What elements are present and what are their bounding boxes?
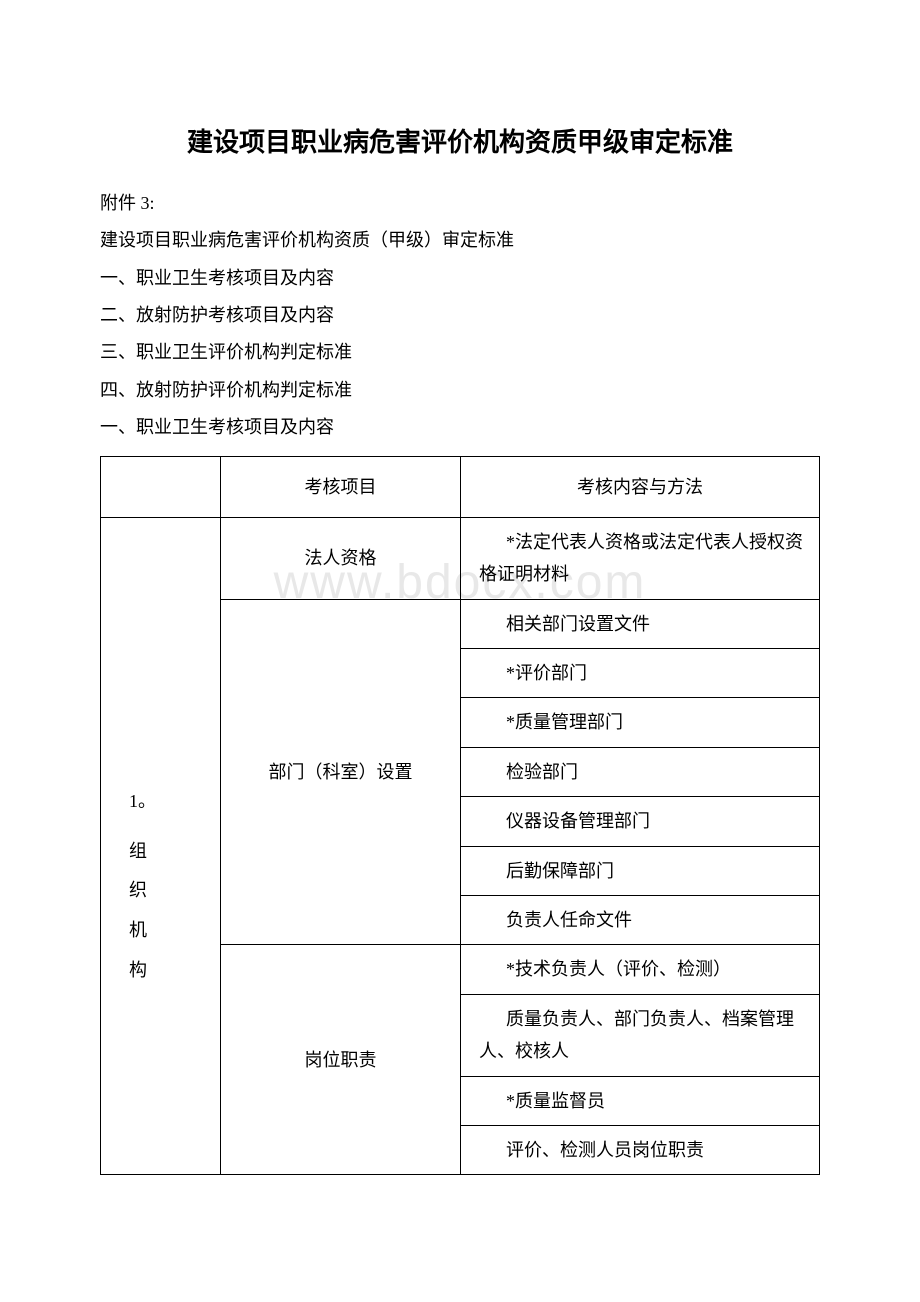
section-char-3: 机 — [129, 911, 208, 951]
item-position-duties: 岗位职责 — [221, 945, 461, 1175]
content-duty-2: 质量负责人、部门负责人、档案管理人、校核人 — [461, 994, 820, 1076]
content-dept-5: 仪器设备管理部门 — [461, 797, 820, 846]
header-col1 — [101, 456, 221, 517]
content-dept-6: 后勤保障部门 — [461, 846, 820, 895]
attachment-label: 附件 3: — [100, 187, 820, 219]
assessment-table: 考核项目 考核内容与方法 1。 组 织 机 构 法人资格 *法定代表人资格或法定… — [100, 456, 820, 1176]
document-title: 建设项目职业病危害评价机构资质甲级审定标准 — [100, 120, 820, 167]
table-row: 1。 组 织 机 构 法人资格 *法定代表人资格或法定代表人授权资格证明材料 — [101, 517, 820, 599]
item-department-setup: 部门（科室）设置 — [221, 599, 461, 945]
toc-item-3: 三、职业卫生评价机构判定标准 — [100, 336, 820, 368]
section-heading-1: 一、职业卫生考核项目及内容 — [100, 411, 820, 443]
header-col3: 考核内容与方法 — [461, 456, 820, 517]
content-duty-1: *技术负责人（评价、检测） — [461, 945, 820, 994]
section-char-2: 织 — [129, 871, 208, 911]
content-dept-4: 检验部门 — [461, 747, 820, 796]
table-header-row: 考核项目 考核内容与方法 — [101, 456, 820, 517]
section-char-4: 构 — [129, 951, 208, 991]
content-dept-7: 负责人任命文件 — [461, 896, 820, 945]
item-legal-qualification: 法人资格 — [221, 517, 461, 599]
toc-item-1: 一、职业卫生考核项目及内容 — [100, 262, 820, 294]
subtitle: 建设项目职业病危害评价机构资质（甲级）审定标准 — [100, 224, 820, 256]
section-label-cell: 1。 组 织 机 构 — [101, 517, 221, 1174]
content-dept-2: *评价部门 — [461, 649, 820, 698]
toc-item-4: 四、放射防护评价机构判定标准 — [100, 374, 820, 406]
content-duty-3: *质量监督员 — [461, 1076, 820, 1125]
content-dept-1: 相关部门设置文件 — [461, 599, 820, 648]
content-dept-3: *质量管理部门 — [461, 698, 820, 747]
content-duty-4: 评价、检测人员岗位职责 — [461, 1126, 820, 1175]
section-number: 1。 — [129, 782, 208, 822]
section-char-1: 组 — [129, 832, 208, 872]
content-legal-qualification: *法定代表人资格或法定代表人授权资格证明材料 — [461, 517, 820, 599]
toc-item-2: 二、放射防护考核项目及内容 — [100, 299, 820, 331]
header-col2: 考核项目 — [221, 456, 461, 517]
